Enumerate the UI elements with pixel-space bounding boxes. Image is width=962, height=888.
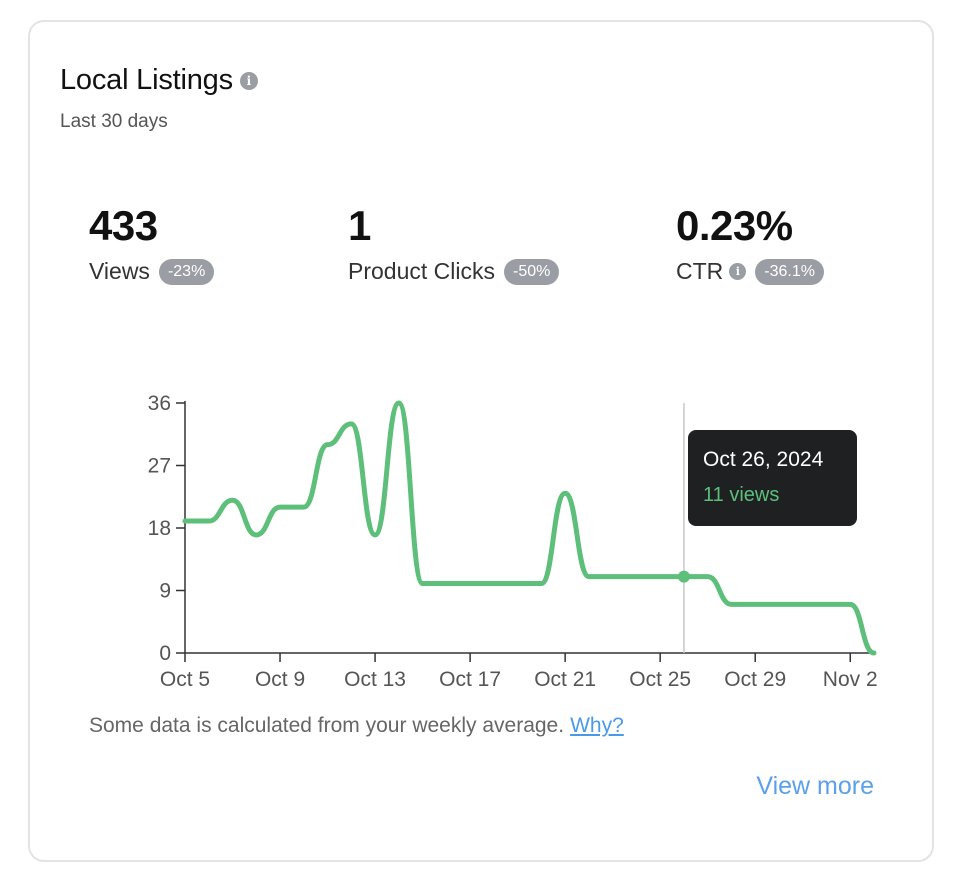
metric-views: 433 Views -23% — [89, 200, 215, 285]
card-header: Local Listings i — [60, 64, 258, 97]
change-badge: -36.1% — [755, 258, 824, 285]
metric-product-clicks: 1 Product Clicks -50% — [348, 200, 560, 285]
views-line-chart: 0 9 18 27 36 Oct 5 Oct 9 Oct 13 Oct 17 Oct 21 Oct … — [148, 392, 878, 691]
info-icon[interactable]: i — [239, 71, 258, 90]
y-tick-label: 0 — [159, 642, 171, 665]
metric-label: Views — [89, 258, 150, 284]
footnote-text: Some data is calculated from your weekly… — [89, 714, 565, 737]
metric-value: 433 — [89, 202, 158, 249]
x-tick-label: Oct 25 — [629, 668, 691, 691]
chart-tooltip: Oct 26, 2024 11 views — [688, 430, 857, 526]
y-tick-label: 18 — [148, 517, 171, 540]
tooltip-date: Oct 26, 2024 — [703, 448, 824, 471]
x-tick-label: Oct 21 — [534, 668, 596, 691]
x-tick-label: Oct 5 — [160, 668, 210, 691]
metric-ctr: 0.23% CTR i -36.1% — [676, 200, 824, 285]
metric-value: 0.23% — [676, 202, 793, 249]
change-badge: -23% — [158, 258, 215, 285]
footnote: Some data is calculated from your weekly… — [89, 714, 624, 738]
views-series-line — [182, 400, 877, 656]
view-more-link[interactable]: View more — [756, 772, 874, 800]
highlight-point — [677, 570, 690, 583]
ctr-info-icon[interactable]: i — [729, 263, 747, 280]
y-tick-label: 27 — [148, 455, 171, 478]
metric-value: 1 — [348, 202, 371, 249]
y-tick-label: 9 — [159, 580, 171, 603]
x-tick-label: Oct 9 — [255, 668, 305, 691]
x-tick-label: Oct 29 — [724, 668, 786, 691]
y-tick-label: 36 — [148, 392, 171, 415]
metric-label: CTR — [676, 258, 724, 284]
x-tick-label: Oct 17 — [439, 668, 501, 691]
change-badge: -50% — [503, 258, 560, 285]
metric-label: Product Clicks — [348, 258, 495, 284]
x-tick-label: Nov 2 — [823, 668, 878, 691]
tooltip-value: 11 views — [703, 484, 780, 506]
date-range-label: Last 30 days — [60, 111, 168, 132]
card-title: Local Listings — [60, 64, 233, 96]
why-link[interactable]: Why? — [570, 714, 624, 737]
x-tick-label: Oct 13 — [344, 668, 406, 691]
